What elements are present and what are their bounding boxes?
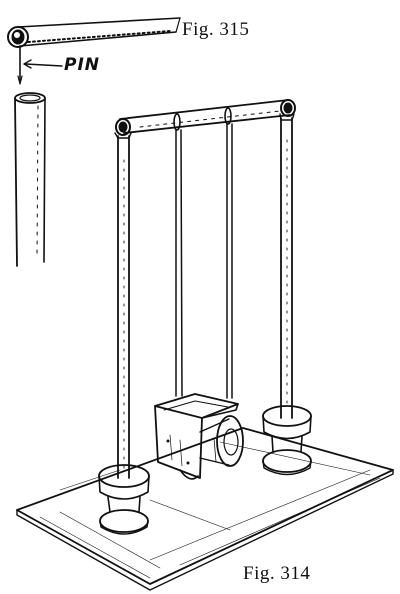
fig314-caption: Fig. 314: [243, 563, 311, 584]
fig315-post: [14, 92, 46, 267]
pin-label: PIN: [64, 55, 101, 75]
fig315-inset: [7, 17, 181, 267]
top-crossbar: [114, 99, 296, 139]
base-board: [16, 427, 394, 591]
fig315-pin: [17, 45, 23, 85]
right-spool: [262, 405, 312, 476]
pin-leader-arrow: [23, 59, 63, 69]
left-post: [117, 135, 130, 479]
right-post: [280, 117, 293, 419]
suspension-strings: [175, 123, 233, 399]
left-spool: [98, 464, 150, 535]
fig315-rod: [17, 17, 181, 47]
hanging-reel: [179, 415, 244, 480]
fig315-caption: Fig. 315: [182, 19, 250, 40]
hanging-seat: [154, 393, 239, 479]
fig315-rod-end: [7, 26, 29, 48]
